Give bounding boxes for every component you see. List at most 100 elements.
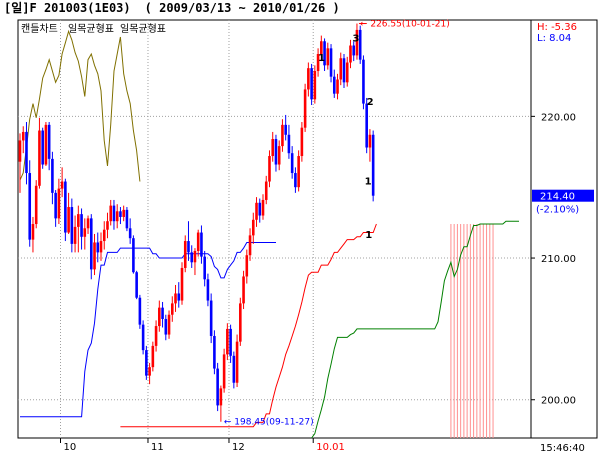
- candle-body: [213, 335, 216, 369]
- candle-body: [167, 314, 171, 335]
- candle-body: [216, 368, 219, 406]
- candle-body: [355, 29, 359, 56]
- candle-body: [44, 124, 48, 165]
- candle-body: [332, 76, 336, 94]
- date-range-label: ( 2009/03/13 ~ 2010/01/26 ): [144, 1, 340, 15]
- candle-body: [158, 307, 161, 327]
- candle-body: [258, 202, 262, 216]
- low-change-label: L: 8.04: [537, 33, 571, 44]
- y-axis: 200.00 210.00 220.00: [531, 112, 576, 407]
- count-label: 3: [352, 33, 359, 44]
- candle-body: [67, 207, 70, 233]
- candle-body: [89, 218, 93, 270]
- x-tick-label: 11: [151, 442, 164, 453]
- candle-body: [368, 134, 372, 148]
- candle-body: [371, 134, 375, 196]
- candle-body: [128, 228, 132, 239]
- candle-body: [164, 318, 168, 335]
- candle-body: [183, 241, 187, 268]
- count-label: 2: [367, 97, 374, 108]
- candle-body: [274, 139, 278, 165]
- legend-ichimoku-1: 일목균형표: [68, 23, 114, 35]
- candle-body: [125, 209, 129, 229]
- candle-body: [18, 140, 22, 162]
- current-change-label: (-2.10%): [536, 205, 579, 216]
- y-tick-label: 220.00: [541, 112, 576, 123]
- candle-body: [138, 297, 142, 325]
- candle-body: [277, 146, 281, 165]
- candle-body: [316, 54, 320, 72]
- candle-body: [28, 173, 32, 240]
- current-price-box: [532, 189, 594, 202]
- candle-body: [284, 124, 287, 135]
- candle-body: [245, 255, 249, 277]
- min-price-label: ← 198.45(09-11-27): [224, 418, 314, 428]
- candle-body: [362, 59, 365, 104]
- candle-body: [154, 326, 158, 346]
- legend-candle: 캔들차트: [21, 23, 58, 35]
- candle-body: [264, 181, 268, 200]
- candle-body: [206, 279, 210, 301]
- candle-body: [174, 293, 177, 304]
- candle-body: [151, 345, 155, 368]
- x-tick-label: 10.01: [316, 442, 345, 453]
- candle-body: [80, 214, 83, 237]
- candle-body: [41, 130, 44, 165]
- candle-body: [242, 276, 245, 304]
- candle-body: [161, 307, 164, 319]
- candle-body: [187, 241, 190, 253]
- candle-body: [70, 207, 74, 244]
- candle-body: [60, 181, 64, 189]
- count-label: 1: [365, 230, 372, 241]
- candle-body: [251, 219, 255, 236]
- candle-body: [320, 41, 323, 55]
- candle-body: [203, 256, 206, 280]
- candle-body: [294, 173, 297, 188]
- x-tick-label: 12: [232, 442, 245, 453]
- candle-body: [106, 221, 109, 230]
- candle-body: [135, 272, 138, 298]
- candle-body: [54, 192, 57, 219]
- candle-body: [102, 229, 106, 242]
- candle-body: [109, 205, 113, 222]
- candle-body: [281, 124, 284, 147]
- candle-body: [112, 205, 116, 222]
- candle-body: [229, 328, 232, 356]
- candle-body: [352, 45, 356, 56]
- candle-body: [119, 211, 122, 217]
- candle-body: [99, 241, 103, 253]
- candle-body: [141, 324, 145, 351]
- candle-body: [190, 252, 194, 263]
- candle-body: [122, 209, 125, 217]
- candle-body: [21, 131, 25, 141]
- candle-body: [73, 226, 77, 244]
- candle-body: [196, 232, 200, 251]
- candle-body: [93, 242, 96, 270]
- candle-body: [177, 293, 181, 301]
- time-label: 15:46:40: [540, 443, 585, 454]
- candle-body: [83, 228, 87, 237]
- candle-body: [132, 238, 135, 273]
- candle-body: [193, 250, 197, 263]
- candle-body: [180, 267, 184, 301]
- candle-body: [310, 68, 313, 100]
- y-tick-label: 200.00: [541, 396, 576, 407]
- tenkan-line: [20, 242, 276, 418]
- candle-body: [268, 156, 271, 182]
- senkou-span-b-line: [311, 220, 519, 439]
- candle-body: [300, 127, 304, 157]
- candle-body: [248, 235, 252, 256]
- candle-body: [326, 48, 330, 66]
- candle-body: [303, 89, 307, 128]
- candle-body: [64, 181, 67, 233]
- candle-body: [313, 71, 317, 100]
- x-axis: 10 11 12 10.01: [60, 438, 345, 453]
- candle-body: [170, 303, 174, 315]
- candle-body: [290, 153, 294, 174]
- candle-body: [226, 328, 229, 355]
- chart-grid: [18, 20, 531, 438]
- candle-body: [38, 130, 41, 186]
- y-tick-label: 210.00: [541, 254, 576, 265]
